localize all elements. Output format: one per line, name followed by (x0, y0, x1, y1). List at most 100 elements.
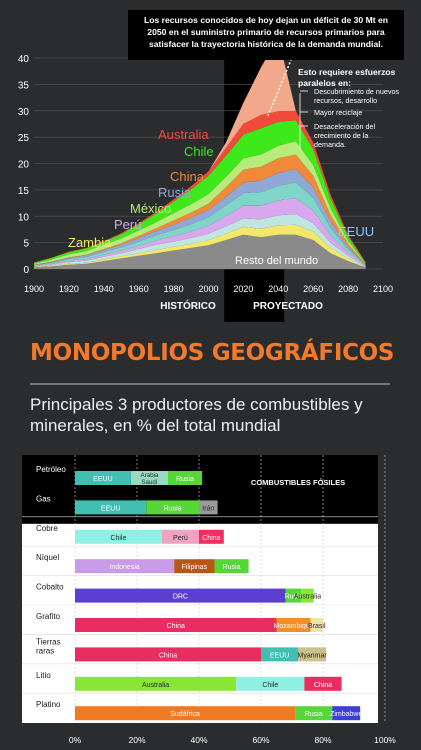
x-tick-label: 100% (374, 735, 396, 745)
bar-segment-label: China (159, 652, 177, 659)
category-label: Tierras (36, 637, 61, 646)
trajectory-dotted-line (267, 52, 295, 117)
area-series-chile (34, 120, 366, 264)
y-tick-label: 0 (23, 265, 29, 276)
category-label: raras (36, 646, 54, 655)
x-tick-label: 2060 (303, 284, 323, 294)
x-tick-label: 2000 (198, 284, 218, 294)
bar-segment (301, 588, 314, 603)
y-tick-label: 25 (18, 133, 30, 144)
bar-segment (285, 588, 302, 603)
bar-segment-label: Brasil (308, 623, 326, 630)
x-tick-label: 2020 (233, 284, 253, 294)
bar-chart: 0% 20% 40% 60% 80% 100% COMBUSTIBLES FÓSILES Pe… (22, 455, 396, 745)
bar-segment (214, 559, 249, 574)
bar-segment (174, 559, 215, 574)
bar-segment-label: Rusia (176, 476, 194, 483)
series-label: Chile (184, 144, 214, 159)
efforts-item-text: recursos, desarrollo (314, 96, 377, 105)
bar-segment-label: Saudí (141, 479, 157, 486)
bar-segment (75, 471, 131, 485)
area-series-resto-del-mundo (34, 234, 366, 269)
x-tick-label: 1960 (129, 284, 149, 294)
x-tick-label: 20% (128, 735, 145, 745)
bar-segment-label: Rusia (164, 505, 182, 512)
bar-segment (199, 529, 224, 544)
x-tick-label: 2080 (338, 284, 358, 294)
series-label: Zambia (68, 235, 112, 250)
y-tick-label: 40 (18, 54, 30, 65)
area-series-méxico (34, 182, 366, 266)
bar-segment (75, 676, 237, 691)
bar-segment-label: Myanmar (298, 652, 328, 659)
x-tick-label: 40% (190, 735, 207, 745)
bar-segment-label: Perú (173, 535, 188, 542)
bar-segment-label: Australia (294, 594, 321, 601)
bar-segment-label: DRC (173, 594, 188, 601)
bar-segment (130, 471, 168, 485)
bar-segment (146, 500, 199, 515)
area-series-layer-1 (34, 224, 366, 268)
bar-segment-label: Mozambique (274, 623, 314, 630)
x-tick-label: 2040 (268, 284, 288, 294)
category-label: Litio (36, 671, 51, 680)
section-title: MONOPOLIOS GEOGRÁFICOS (30, 340, 395, 366)
bar-segment-label: Rusia (285, 594, 303, 601)
annotation-text: satisfacer la trayectoria histórica de l… (149, 39, 383, 49)
bar-segment (161, 529, 199, 544)
bar-segment (75, 529, 162, 544)
y-tick-label: 15 (18, 186, 30, 197)
bar-segment (199, 500, 218, 515)
y-tick-label: 10 (18, 212, 30, 223)
bar-segment (310, 618, 323, 632)
x-tick-label: 1980 (164, 284, 184, 294)
category-label: Níquel (36, 553, 59, 562)
bar-segment (298, 647, 327, 662)
bar-segment (75, 647, 261, 662)
x-tick-label: 60% (252, 735, 269, 745)
bar-segment (261, 647, 299, 662)
x-tick-label: 80% (314, 735, 331, 745)
series-label: Resto del mundo (235, 255, 318, 267)
area-series-eeuu (34, 141, 366, 265)
x-tick-label: 2100 (373, 284, 393, 294)
bar-segment-label: EEUU (101, 505, 120, 512)
category-label: Cobre (36, 524, 58, 533)
bar-segment-label: Indonesia (109, 564, 139, 571)
area-series-zambia (34, 214, 366, 267)
series-label: China (170, 169, 205, 184)
bar-segment-label: Chile (262, 682, 278, 689)
bar-segment (332, 706, 361, 721)
efforts-item-text: Descubrimiento de nuevos (314, 87, 400, 96)
area-series-perú (34, 198, 366, 267)
fossil-legend-label: COMBUSTIBLES FÓSILES (251, 478, 345, 487)
annotation-text: Los recursos conocidos de hoy dejan un d… (144, 15, 388, 25)
category-label: Grafito (36, 612, 61, 621)
annotation-box (128, 10, 404, 60)
bar-segment-label: Arabia (140, 472, 158, 479)
efforts-item-text: crecimiento de la (314, 131, 368, 140)
area-chart: 0510152025303540ZambiaPerúMéxicoRusiaChi… (18, 10, 404, 322)
bar-segment-label: Sudáfrica (170, 711, 200, 718)
bar-segment (236, 676, 305, 691)
efforts-title: paralelos en: (298, 78, 351, 88)
efforts-item-text: Desaceleración del (314, 122, 376, 131)
bar-segment (168, 471, 203, 485)
y-tick-label: 35 (18, 80, 30, 91)
bar-segment-label: EEUU (270, 652, 289, 659)
bar-segment (75, 588, 286, 603)
category-label: Cobalto (36, 583, 64, 592)
x-tick-label: 1940 (94, 284, 114, 294)
area-series-rusia (34, 169, 366, 266)
bar-segment (276, 618, 311, 632)
series-label: Rusia (158, 185, 192, 200)
x-tick-label: 1920 (59, 284, 79, 294)
period-label-projected: PROYECTADO (253, 301, 323, 312)
y-tick-label: 30 (18, 107, 30, 118)
bar-segment-label: Chile (110, 535, 126, 542)
bar-segment (75, 500, 147, 515)
x-tick-label: 0% (69, 735, 82, 745)
efforts-item-text: demanda. (314, 140, 346, 149)
y-tick-label: 5 (23, 239, 29, 250)
period-label-historic: HISTÓRICO (160, 299, 216, 312)
